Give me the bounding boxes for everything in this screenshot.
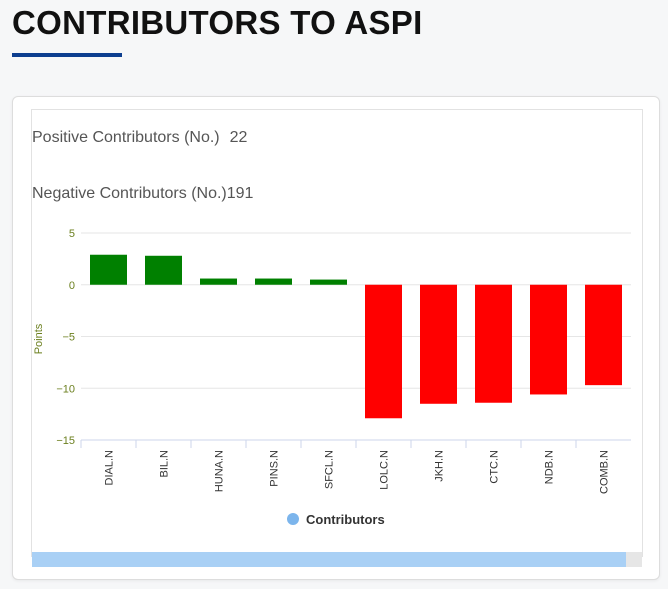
- y-tick-label: −15: [56, 435, 75, 447]
- bar-sfcl-n[interactable]: [310, 279, 347, 285]
- y-axis-label: Points: [33, 323, 45, 354]
- x-tick-label: HUNA.N: [214, 450, 226, 492]
- x-tick-label: NDB.N: [544, 450, 556, 484]
- scrollbar-thumb[interactable]: [32, 552, 626, 567]
- negative-contributors: Negative Contributors (No.)191: [32, 185, 253, 203]
- bar-ndb-n[interactable]: [530, 284, 567, 395]
- bar-pins-n[interactable]: [255, 278, 292, 285]
- legend-label: Contributors: [306, 512, 385, 527]
- page-title: CONTRIBUTORS TO ASPI: [12, 4, 423, 41]
- bar-jkh-n[interactable]: [420, 284, 457, 404]
- bars: [90, 254, 622, 419]
- y-tick-label: −10: [56, 383, 75, 395]
- bar-ctc-n[interactable]: [475, 284, 512, 403]
- positive-contributors: Positive Contributors (No.) 22: [32, 129, 247, 147]
- positive-contributors-label: Positive Contributors (No.): [32, 129, 220, 146]
- y-axis-ticks: 5 0 −5 −10 −15: [56, 228, 75, 447]
- x-tick-label: SFCL.N: [324, 450, 336, 489]
- bar-comb-n[interactable]: [585, 284, 622, 386]
- x-tick-label: LOLC.N: [379, 450, 391, 490]
- legend-dot-icon: [287, 513, 299, 525]
- negative-contributors-value: 191: [226, 185, 254, 202]
- horizontal-scrollbar[interactable]: [32, 552, 642, 567]
- positive-contributors-value: 22: [229, 129, 248, 146]
- x-tick-label: CTC.N: [489, 450, 501, 484]
- y-tick-label: 0: [69, 280, 75, 292]
- contributors-bar-chart: 5 0 −5 −10 −15 DIAL.N BIL.N HUNA.N PINS.N SFCL.N…: [33, 228, 631, 527]
- x-tick-label: BIL.N: [159, 450, 171, 478]
- x-axis-ticks: DIAL.N BIL.N HUNA.N PINS.N SFCL.N LOLC.N JKH.N…: [80, 440, 611, 494]
- bar-lolc-n[interactable]: [365, 284, 402, 419]
- title-underline: [12, 53, 122, 57]
- x-tick-label: JKH.N: [434, 450, 446, 482]
- contributors-card: Positive Contributors (No.) 22 Negative C…: [12, 96, 660, 580]
- bar-dial-n[interactable]: [90, 254, 127, 285]
- y-tick-label: 5: [69, 228, 75, 240]
- legend[interactable]: Contributors: [287, 512, 385, 527]
- x-tick-label: DIAL.N: [104, 450, 116, 486]
- y-tick-label: −5: [62, 332, 75, 344]
- x-tick-label: PINS.N: [269, 450, 281, 487]
- bar-bil-n[interactable]: [145, 255, 182, 285]
- x-tick-label: COMB.N: [599, 450, 611, 494]
- bar-huna-n[interactable]: [200, 278, 237, 285]
- negative-contributors-label: Negative Contributors (No.): [32, 185, 227, 202]
- chart-container: Positive Contributors (No.) 22 Negative C…: [31, 109, 643, 567]
